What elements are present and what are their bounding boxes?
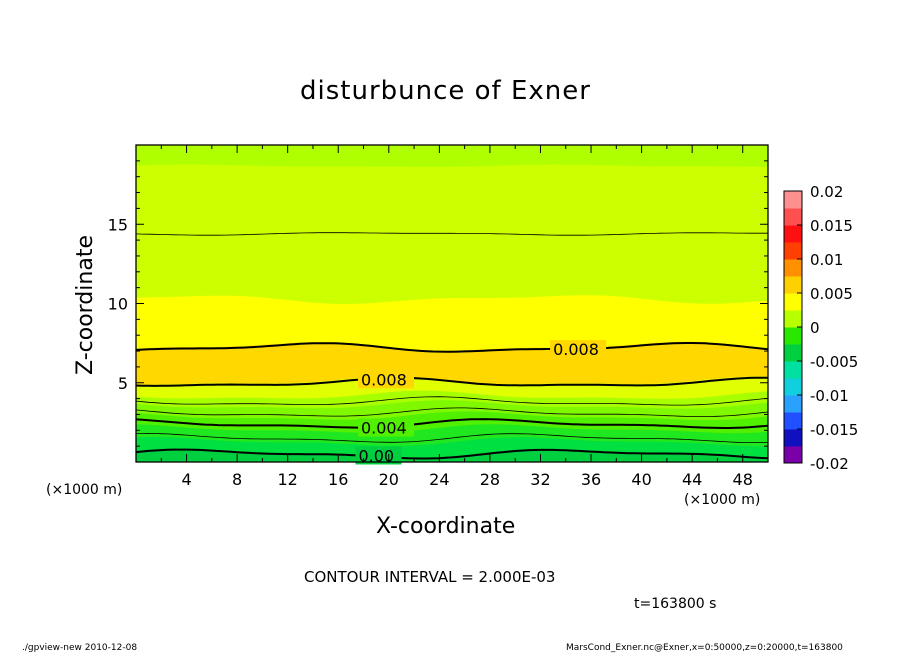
contour-labels: 0.00 0.004 0.008 0.008 [355, 340, 607, 465]
x-axis-label: X-coordinate [376, 514, 516, 539]
contour-line-0 [135, 448, 769, 460]
contour-line-2 [135, 418, 769, 429]
colorbar-swatch [784, 242, 802, 260]
colorbar-swatch [784, 361, 802, 379]
colorbar-tick-label: 0 [810, 319, 820, 337]
colorbar-tick-label: -0.005 [810, 353, 858, 371]
chart-title: disturbunce of Exner [300, 76, 591, 106]
colorbar-swatch [784, 259, 802, 277]
colorbar-swatch [784, 378, 802, 396]
colorbar-swatch [784, 191, 802, 209]
x-tick-label: 16 [328, 470, 348, 489]
colorbar-tick-label: 0.005 [810, 285, 853, 303]
contour-line-3 [135, 407, 769, 417]
contour-line-4 [135, 396, 769, 406]
colorbar-swatch [784, 395, 802, 413]
y-axis: 5 10 15 [108, 160, 768, 447]
colorbar-tick-label: 0.015 [810, 217, 853, 235]
colorbar-swatch [784, 208, 802, 226]
x-tick-label: 48 [733, 470, 753, 489]
footer-left: ./gpview-new 2010-12-08 [22, 643, 138, 653]
contour-label-0: 0.00 [358, 446, 394, 465]
contour-label-6: 0.008 [553, 340, 599, 359]
colorbar-tick-label: -0.015 [810, 421, 858, 439]
x-tick-label: 28 [480, 470, 500, 489]
contour-label-5: 0.008 [361, 370, 407, 389]
y-tick-label: 5 [118, 374, 128, 393]
contour-line-5 [135, 376, 768, 387]
x-tick-label: 20 [379, 470, 399, 489]
colorbar-swatch [784, 446, 802, 464]
y-tick-label: 15 [108, 215, 128, 234]
time-stamp: t=163800 s [634, 596, 717, 612]
contour-label-bg-2 [357, 418, 414, 437]
colorbar-tick-label: 0.02 [810, 183, 843, 201]
band-10 [135, 144, 769, 167]
colorbar-tick-label: -0.01 [810, 387, 849, 405]
colorbar-swatch [784, 412, 802, 430]
x-tick-label: 40 [631, 470, 651, 489]
contour-label-bg-5 [357, 370, 414, 389]
y-tick-label: 10 [108, 295, 128, 314]
contour-interval: CONTOUR INTERVAL = 2.000E-03 [304, 568, 556, 586]
x-axis: 4 8 12 16 20 24 28 32 36 40 44 48 [160, 145, 769, 489]
contour-label-bg-6 [550, 340, 607, 359]
contour-line-6 [135, 342, 769, 353]
x-tick-label: 44 [682, 470, 702, 489]
x-tick-label: 4 [181, 470, 191, 489]
contour-label-bg-0 [355, 446, 402, 465]
colorbar-swatch [784, 225, 802, 243]
x-tick-label: 24 [429, 470, 449, 489]
contour-line-7 [135, 232, 768, 236]
colorbar-swatch [784, 276, 802, 294]
colorbar-swatch [784, 310, 802, 328]
x-unit-left: (×1000 m) [46, 482, 123, 498]
colorbar-tick-label: 0.01 [810, 251, 843, 269]
y-axis-label: Z-coordinate [73, 235, 98, 375]
contour-label-2: 0.004 [361, 419, 407, 438]
x-unit-right: (×1000 m) [684, 492, 761, 508]
footer-right: MarsCond_Exner.nc@Exner,x=0:50000,z=0:20… [566, 643, 843, 653]
colorbar-swatch [784, 293, 802, 311]
contour-line-1 [135, 432, 769, 443]
colorbar-swatch [784, 344, 802, 362]
band-9 [135, 163, 769, 304]
contour-lines [135, 232, 769, 460]
x-tick-label: 36 [581, 470, 601, 489]
x-tick-label: 12 [278, 470, 298, 489]
x-tick-label: 32 [530, 470, 550, 489]
colorbar: 0.02 0.015 0.01 0.005 0 -0.005 -0.01 -0.015 -0.0… [783, 183, 858, 473]
x-tick-label: 8 [232, 470, 242, 489]
colorbar-tick-label: -0.02 [810, 455, 849, 473]
colorbar-swatch [784, 429, 802, 447]
colorbar-swatch [784, 327, 802, 345]
